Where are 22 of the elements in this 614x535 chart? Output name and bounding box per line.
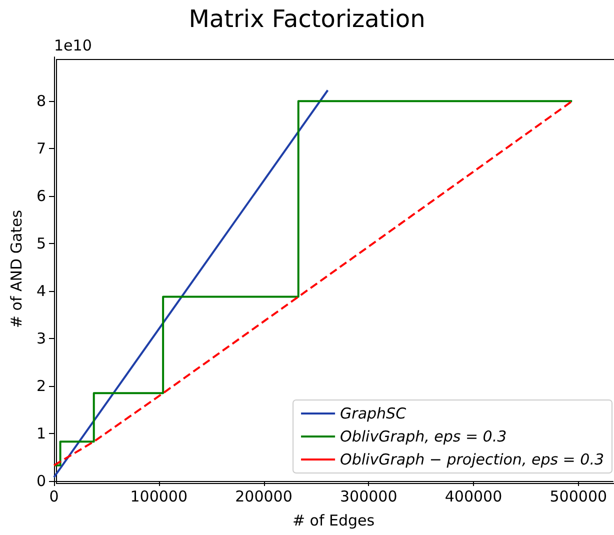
x-tick-label: 300000 [340, 488, 398, 506]
x-tick-label: 500000 [550, 488, 608, 506]
chart-title: Matrix Factorization [188, 5, 426, 33]
y-tick-label: 1 [36, 424, 46, 443]
legend-label: GraphSC [340, 404, 407, 422]
x-tick-label: 100000 [130, 488, 188, 506]
y-tick-label: 3 [36, 330, 46, 348]
text: 1e10 [54, 36, 92, 54]
y-tick-label: 8 [36, 92, 46, 110]
legend-label: OblivGraph − projection, eps = 0.3 [340, 450, 604, 468]
x-axis-title: # of Edges [292, 512, 375, 530]
y-tick-label: 0 [36, 472, 46, 490]
y-tick-label: 5 [36, 234, 46, 253]
x-tick-label: 200000 [235, 488, 292, 506]
x-tick-label: 0 [49, 488, 59, 506]
legend-label: OblivGraph, eps = 0.3 [340, 428, 507, 446]
y-tick-label: 6 [36, 187, 46, 206]
y-tick-label: 4 [36, 282, 46, 300]
y-axis-title: # of AND Gates [8, 210, 26, 328]
y-tick-label: 7 [36, 140, 46, 158]
y-tick-label: 2 [36, 377, 46, 396]
x-tick-label: 400000 [444, 488, 502, 506]
